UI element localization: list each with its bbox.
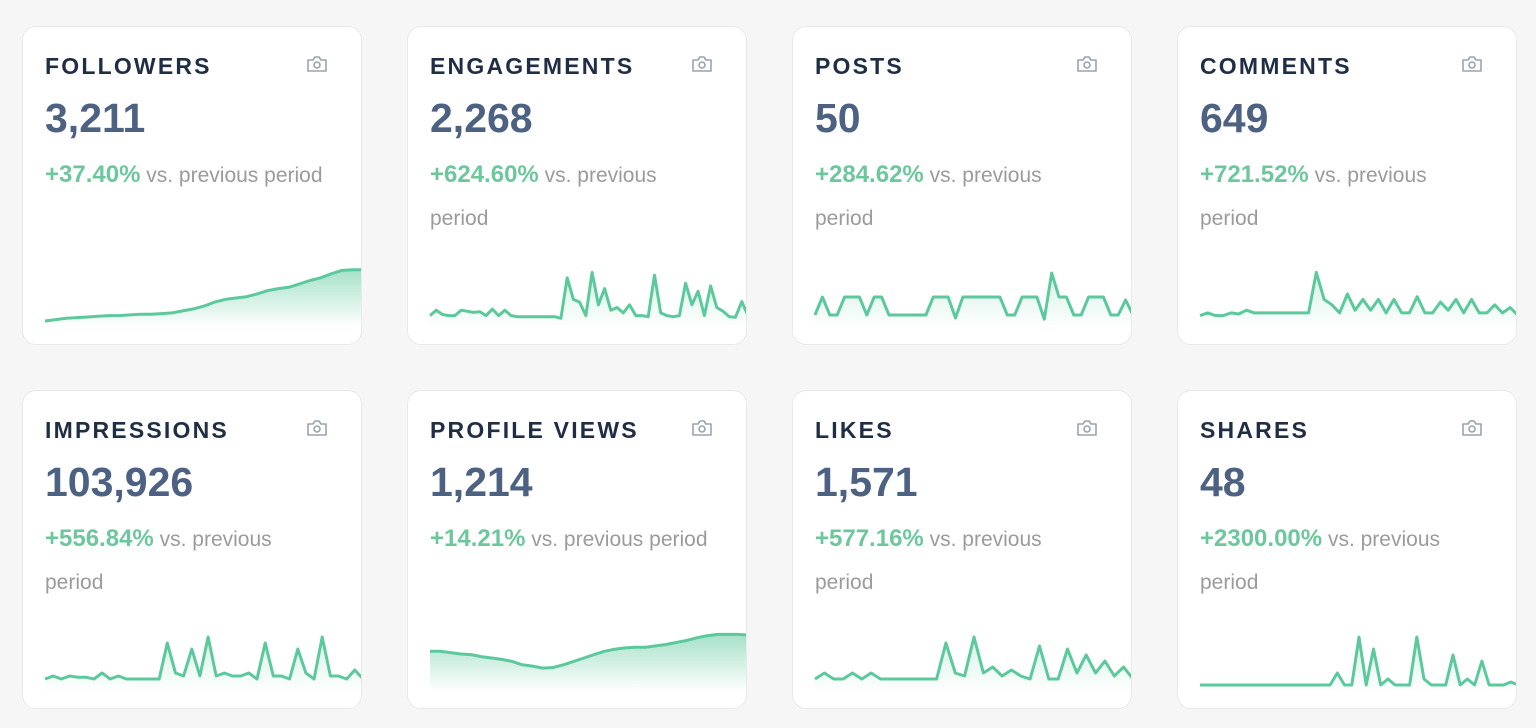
metric-title: COMMENTS (1200, 53, 1352, 79)
metric-value: 1,571 (815, 459, 918, 505)
sparkline-chart (1200, 627, 1517, 689)
change-suffix: vs. previous period (815, 164, 1042, 230)
sparkline-line (815, 637, 1132, 679)
sparkline-chart (430, 263, 747, 325)
camera-icon[interactable] (306, 419, 328, 437)
metric-title: LIKES (815, 417, 894, 443)
metric-card-likes: LIKES 1,571 +577.16% vs. previous period (792, 390, 1132, 709)
metric-change: +37.40% vs. previous period (45, 153, 335, 197)
camera-icon[interactable] (306, 55, 328, 73)
metric-change: +14.21% vs. previous period (430, 517, 720, 561)
metric-title: FOLLOWERS (45, 53, 212, 79)
sparkline-chart (430, 627, 747, 689)
metric-value: 1,214 (430, 459, 533, 505)
metric-value: 2,268 (430, 95, 533, 141)
camera-icon[interactable] (1461, 55, 1483, 73)
metric-title: ENGAGEMENTS (430, 53, 635, 79)
camera-icon[interactable] (1076, 55, 1098, 73)
change-percent: +577.16% (815, 525, 924, 552)
sparkline-area (45, 269, 361, 325)
metric-card-followers: FOLLOWERS 3,211 +37.40% vs. previous per… (22, 26, 362, 345)
change-percent: +556.84% (45, 525, 154, 552)
sparkline-line (815, 273, 1132, 319)
metric-change: +577.16% vs. previous period (815, 517, 1105, 604)
metric-value: 649 (1200, 95, 1269, 141)
sparkline-area (1200, 637, 1516, 689)
camera-icon[interactable] (691, 419, 713, 437)
change-suffix: vs. previous period (815, 528, 1042, 594)
sparkline-line (430, 634, 747, 668)
change-percent: +624.60% (430, 161, 539, 188)
metric-card-shares: SHARES 48 +2300.00% vs. previous period (1177, 390, 1517, 709)
metric-title: SHARES (1200, 417, 1310, 443)
metric-title: PROFILE VIEWS (430, 417, 639, 443)
change-suffix: vs. previous period (531, 528, 708, 551)
metric-value: 48 (1200, 459, 1246, 505)
metric-card-profile-views: PROFILE VIEWS 1,214 +14.21% vs. previous… (407, 390, 747, 709)
change-percent: +2300.00% (1200, 525, 1323, 552)
metric-change: +624.60% vs. previous period (430, 153, 720, 240)
sparkline-area (815, 273, 1131, 325)
sparkline-chart (815, 627, 1132, 689)
metric-value: 3,211 (45, 95, 146, 141)
change-suffix: vs. previous period (430, 164, 657, 230)
change-suffix: vs. previous period (146, 164, 323, 187)
sparkline-line (430, 272, 747, 318)
sparkline-chart (45, 263, 362, 325)
metric-card-comments: COMMENTS 649 +721.52% vs. previous perio… (1177, 26, 1517, 345)
change-suffix: vs. previous period (1200, 164, 1427, 230)
metric-change: +556.84% vs. previous period (45, 517, 335, 604)
change-percent: +37.40% (45, 161, 141, 188)
camera-icon[interactable] (1461, 419, 1483, 437)
sparkline-area (815, 637, 1131, 689)
sparkline-chart (45, 627, 362, 689)
sparkline-line (45, 270, 362, 321)
sparkline-area (1200, 272, 1516, 325)
sparkline-line (1200, 637, 1517, 685)
metric-title: POSTS (815, 53, 904, 79)
metric-title: IMPRESSIONS (45, 417, 229, 443)
sparkline-area (430, 634, 746, 689)
metric-change: +2300.00% vs. previous period (1200, 517, 1490, 604)
sparkline-line (1200, 272, 1517, 315)
change-suffix: vs. previous period (45, 528, 272, 594)
metric-value: 50 (815, 95, 861, 141)
sparkline-chart (815, 263, 1132, 325)
change-percent: +284.62% (815, 161, 924, 188)
sparkline-chart (1200, 263, 1517, 325)
change-percent: +14.21% (430, 525, 526, 552)
camera-icon[interactable] (1076, 419, 1098, 437)
camera-icon[interactable] (691, 55, 713, 73)
metric-change: +284.62% vs. previous period (815, 153, 1105, 240)
change-percent: +721.52% (1200, 161, 1309, 188)
metric-card-posts: POSTS 50 +284.62% vs. previous period (792, 26, 1132, 345)
metric-card-impressions: IMPRESSIONS 103,926 +556.84% vs. previou… (22, 390, 362, 709)
metric-value: 103,926 (45, 459, 194, 505)
sparkline-line (45, 637, 362, 679)
change-suffix: vs. previous period (1200, 528, 1440, 594)
metric-card-engagements: ENGAGEMENTS 2,268 +624.60% vs. previous … (407, 26, 747, 345)
metric-change: +721.52% vs. previous period (1200, 153, 1490, 240)
